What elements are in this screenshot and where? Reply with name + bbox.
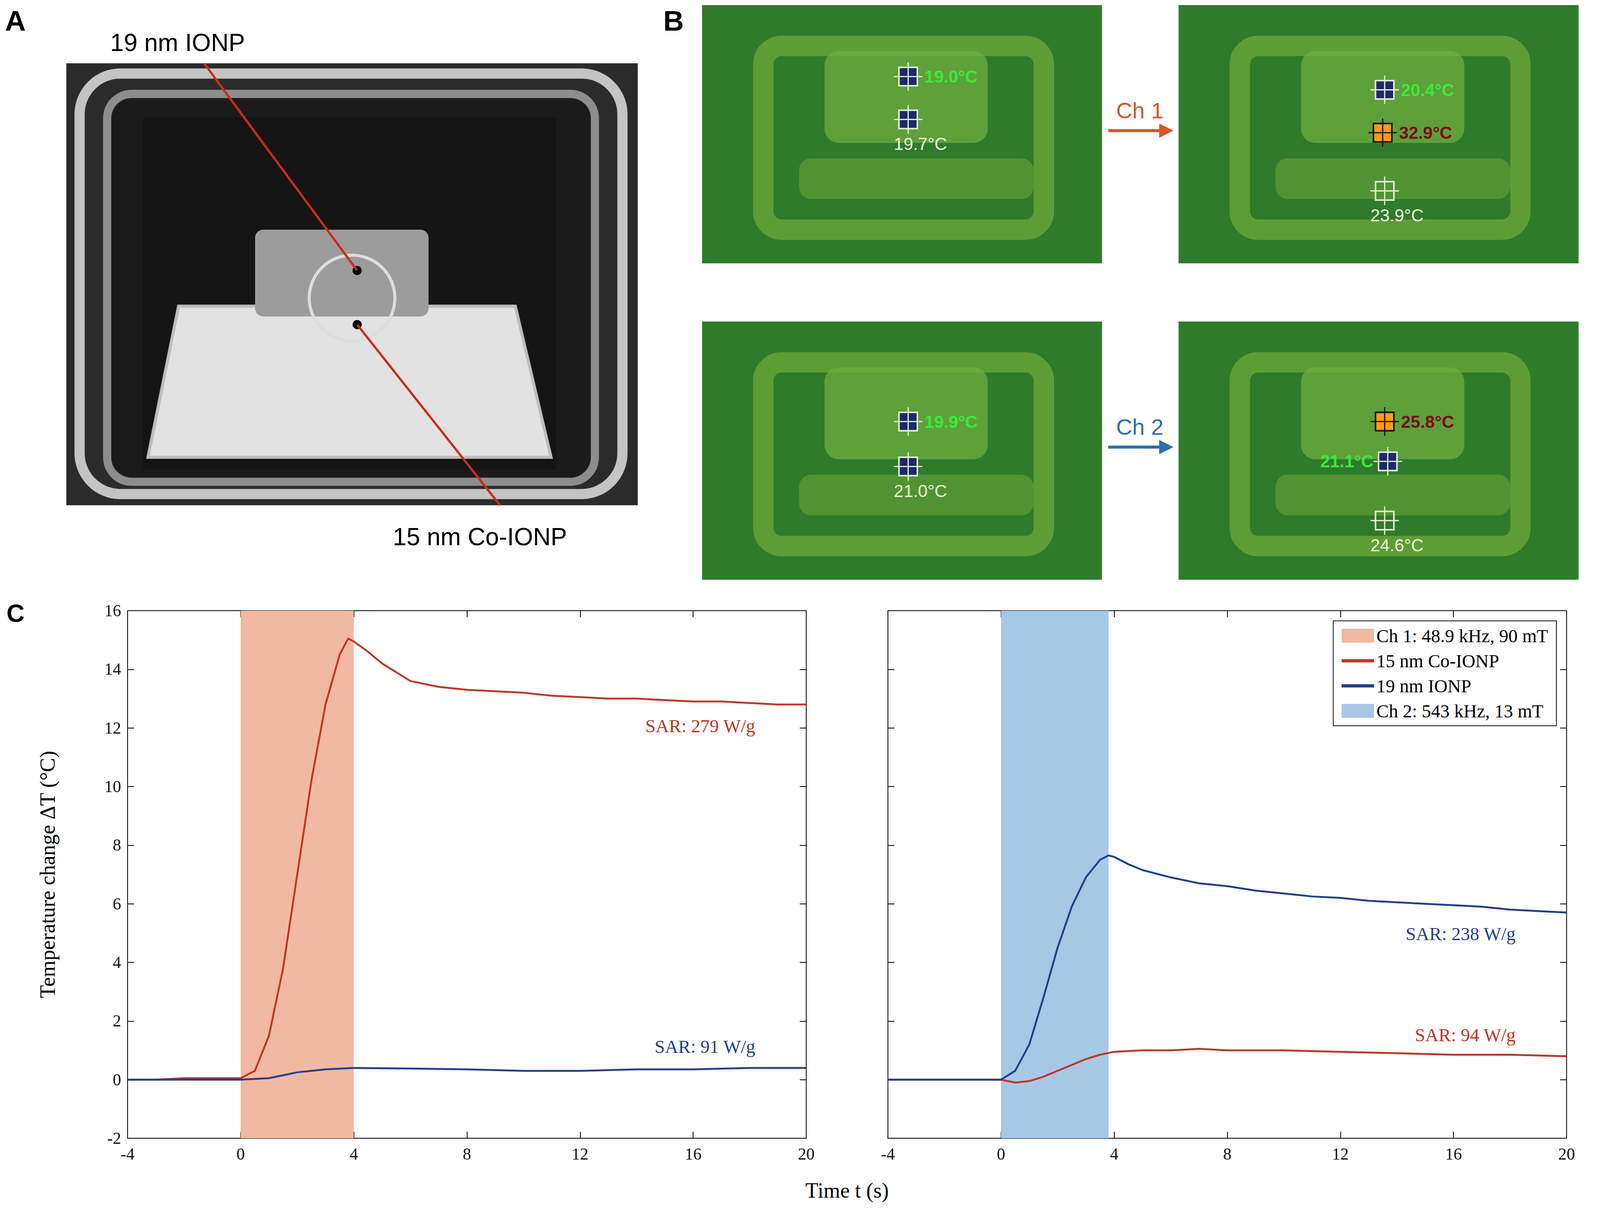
- svg-text:B: B: [663, 4, 684, 37]
- svg-text:0: 0: [236, 1144, 245, 1164]
- svg-text:SAR: 238 W/g: SAR: 238 W/g: [1405, 923, 1516, 945]
- svg-text:Ch 2: Ch 2: [1116, 414, 1164, 440]
- svg-text:Time t (s): Time t (s): [805, 1178, 889, 1202]
- svg-text:Ch 1: 48.9 kHz, 90 mT: Ch 1: 48.9 kHz, 90 mT: [1376, 625, 1549, 647]
- svg-text:8: 8: [1223, 1144, 1232, 1164]
- svg-text:19 nm IONP: 19 nm IONP: [110, 28, 245, 57]
- svg-text:0: 0: [112, 1070, 122, 1089]
- svg-text:20: 20: [1558, 1144, 1575, 1164]
- svg-text:16: 16: [684, 1144, 702, 1164]
- svg-text:10: 10: [104, 777, 122, 796]
- svg-text:12: 12: [1331, 1144, 1349, 1164]
- svg-text:32.9°C: 32.9°C: [1399, 122, 1453, 143]
- svg-text:SAR: 279 W/g: SAR: 279 W/g: [645, 715, 756, 737]
- svg-text:6: 6: [112, 894, 122, 913]
- svg-text:15 nm Co-IONP: 15 nm Co-IONP: [1376, 650, 1499, 672]
- svg-text:Temperature change ΔT (°C): Temperature change ΔT (°C): [35, 750, 60, 998]
- svg-text:16: 16: [104, 601, 122, 620]
- svg-text:20: 20: [797, 1144, 815, 1164]
- svg-text:SAR: 91 W/g: SAR: 91 W/g: [654, 1035, 756, 1057]
- svg-text:23.9°C: 23.9°C: [1370, 205, 1424, 225]
- svg-text:0: 0: [996, 1144, 1006, 1164]
- svg-text:A: A: [5, 4, 26, 37]
- svg-text:-4: -4: [880, 1144, 895, 1164]
- svg-text:Ch 1: Ch 1: [1116, 97, 1164, 123]
- svg-text:-2: -2: [107, 1128, 122, 1148]
- svg-text:-4: -4: [120, 1144, 135, 1164]
- svg-text:15 nm Co-IONP: 15 nm Co-IONP: [392, 522, 567, 551]
- svg-text:8: 8: [462, 1144, 472, 1164]
- svg-text:8: 8: [112, 835, 122, 855]
- svg-text:4: 4: [349, 1144, 359, 1164]
- svg-text:25.8°C: 25.8°C: [1400, 411, 1455, 432]
- svg-text:16: 16: [1445, 1144, 1462, 1164]
- svg-text:21.0°C: 21.0°C: [893, 481, 948, 501]
- svg-text:12: 12: [104, 718, 122, 738]
- svg-text:14: 14: [104, 659, 122, 679]
- svg-text:12: 12: [571, 1144, 589, 1164]
- svg-text:24.6°C: 24.6°C: [1370, 535, 1424, 555]
- html-text:C: C: [6, 598, 25, 627]
- svg-text:19.9°C: 19.9°C: [924, 411, 978, 432]
- svg-text:SAR: 94 W/g: SAR: 94 W/g: [1414, 1024, 1516, 1046]
- svg-text:19 nm IONP: 19 nm IONP: [1376, 675, 1472, 697]
- svg-text:19.7°C: 19.7°C: [893, 134, 948, 154]
- svg-text:19.0°C: 19.0°C: [924, 66, 978, 87]
- svg-text:4: 4: [1110, 1144, 1119, 1164]
- svg-text:21.1°C: 21.1°C: [1320, 451, 1374, 471]
- svg-text:2: 2: [112, 1011, 122, 1030]
- svg-text:20.4°C: 20.4°C: [1400, 80, 1455, 100]
- svg-text:4: 4: [112, 952, 122, 972]
- svg-text:Ch 2: 543 kHz, 13 mT: Ch 2: 543 kHz, 13 mT: [1376, 700, 1544, 722]
